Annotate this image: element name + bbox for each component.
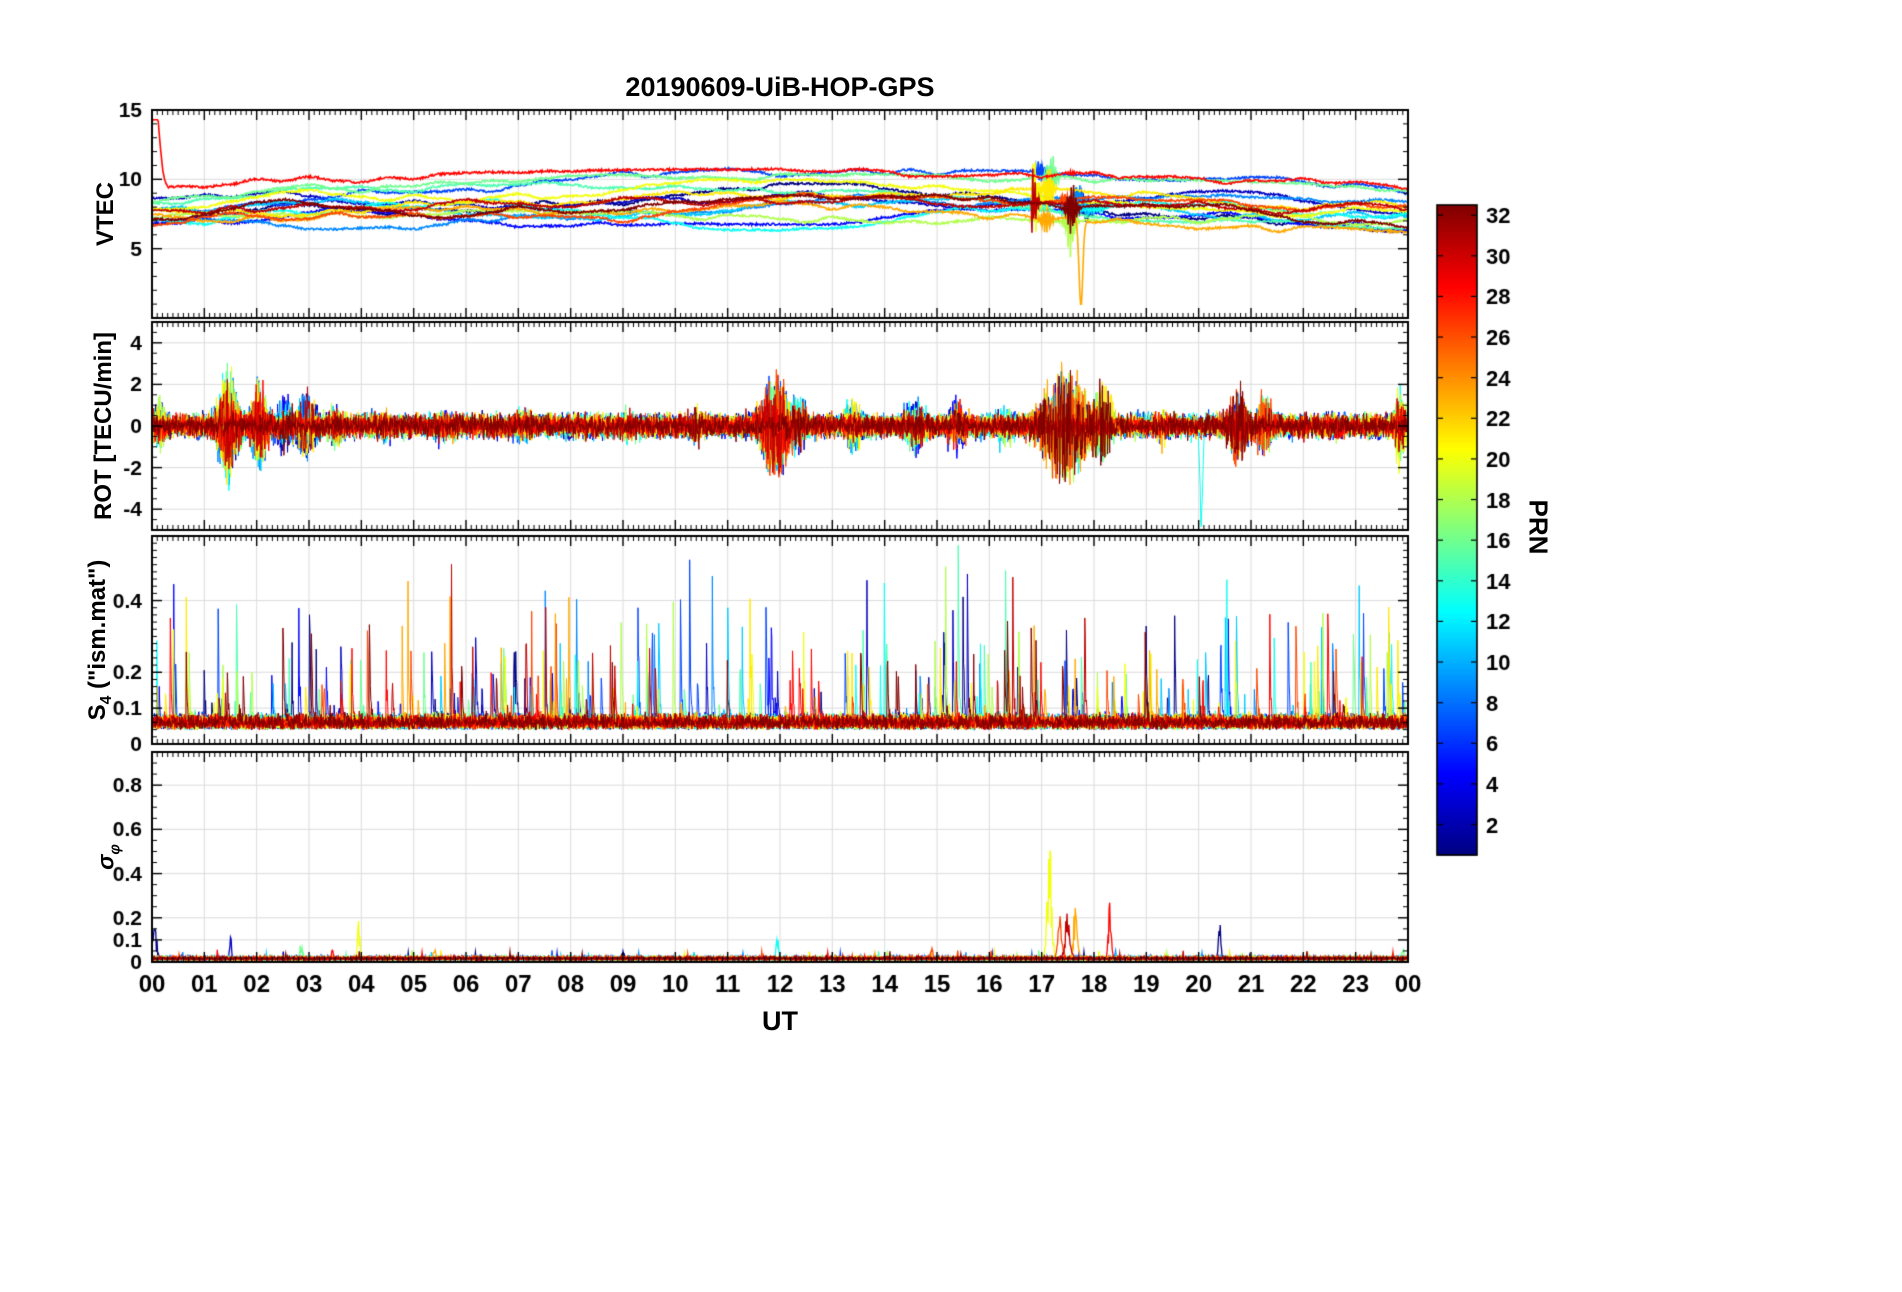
ylabel-s4-rest: ("ism.mat") [84, 559, 112, 696]
colorbar-label: PRN [1523, 499, 1554, 555]
ylabel-rot-text: ROT [TECU/min] [90, 332, 117, 520]
ylabel-sigma-phi: σφ [93, 844, 124, 870]
chart-title: 20190609-UiB-HOP-GPS [625, 72, 935, 102]
xlabel-ut: UT [762, 1006, 798, 1036]
ylabel-sigma-main: σ [92, 854, 119, 870]
ylabel-vtec-text: VTEC [92, 181, 119, 247]
ylabel-sigma-sub: φ [106, 844, 124, 855]
ylabel-s4: S4 ("ism.mat") [84, 560, 116, 721]
ylabel-rot: ROT [TECU/min] [90, 332, 118, 520]
ylabel-s4-sub: 4 [97, 695, 115, 705]
ylabel-vtec: VTEC [92, 182, 120, 246]
ylabel-s4-main: S [84, 704, 112, 721]
